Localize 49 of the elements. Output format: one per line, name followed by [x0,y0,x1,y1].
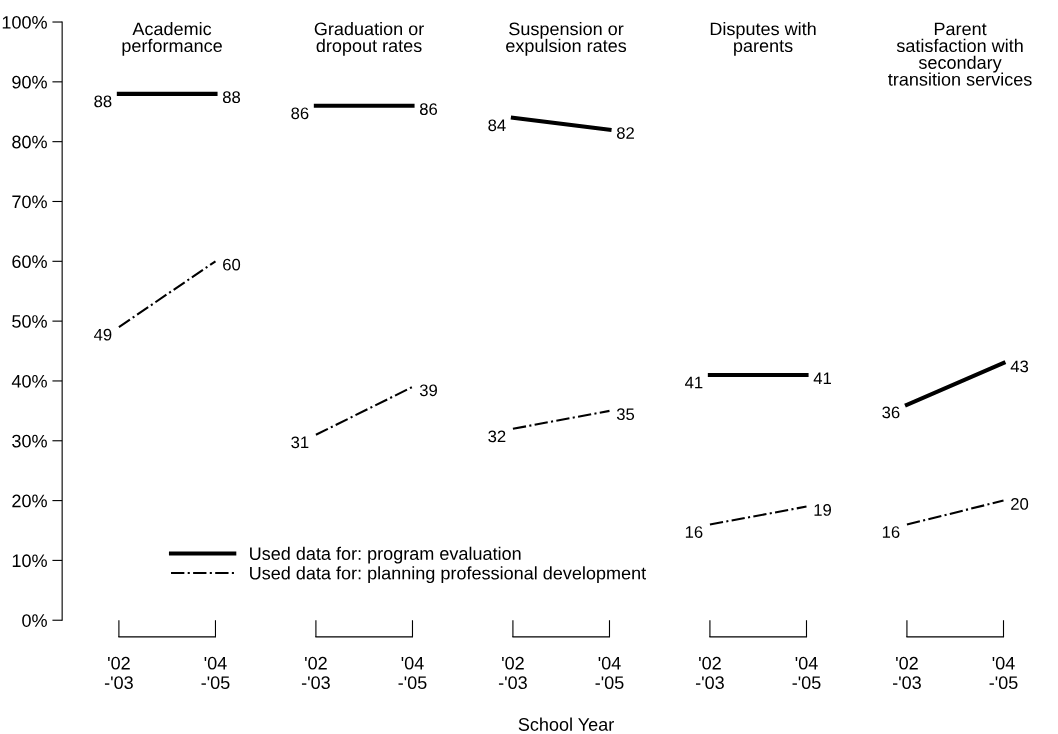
y-tick-label: 70% [12,195,47,209]
chart-title: Disputes with parents [710,22,816,56]
x-tick-label: '04 -'05 [595,656,624,690]
y-tick-label: 40% [11,374,47,388]
x-tick-label: '04 -'05 [201,656,230,690]
data-label: 88 [222,91,241,104]
y-tick-label: 50% [12,315,47,328]
data-label: 49 [93,328,112,341]
x-tick-label: '02 -'03 [892,656,921,690]
data-label: 16 [882,526,900,538]
data-label: 39 [419,384,437,397]
text: Parent satisfaction with secondary transition services [888,22,1032,86]
x-tick-label: '04 -'05 [792,656,821,690]
data-label: 88 [94,95,112,108]
data-label: 16 [685,526,703,538]
data-label: 43 [1010,360,1029,373]
x-tick-label: '02 -'03 [301,656,330,690]
data-label: 82 [616,127,634,139]
data-label: 84 [488,119,506,132]
data-label: 86 [291,107,309,120]
chart-title: Academic performance [122,22,222,56]
data-label: 35 [616,408,635,421]
legend-label: Used data for: planning professional development [250,566,647,584]
x-tick-label: '04 -'05 [989,656,1018,690]
y-tick-label: 100% [2,15,47,29]
x-tick-label: '02 -'03 [695,656,724,690]
y-tick-label: 0% [22,614,47,627]
data-label: 32 [488,430,506,443]
chart-title: Graduation or dropout rates [314,22,424,56]
data-label: 20 [1011,498,1029,510]
data-label: 41 [813,372,831,385]
data-label: 41 [685,376,703,389]
y-tick-label: 30% [12,434,47,448]
x-axis-title: School Year [518,717,614,731]
y-tick-label: 90% [12,75,47,89]
y-tick-label: 60% [12,255,47,269]
y-tick-label: 20% [12,494,47,508]
data-label: 19 [814,504,831,516]
x-tick-label: '04 -'05 [398,656,427,690]
x-tick-label: '02 -'03 [498,656,527,690]
legend-label: Used data for: program evaluation [250,546,521,564]
data-label: 86 [419,103,438,116]
data-label: 60 [223,258,241,271]
chart-title: Suspension or expulsion rates [506,22,627,56]
data-label: 36 [882,406,900,419]
y-tick-label: 80% [12,135,47,149]
y-tick-label: 10% [12,554,47,568]
data-label: 31 [291,436,309,449]
x-tick-label: '02 -'03 [104,656,133,690]
